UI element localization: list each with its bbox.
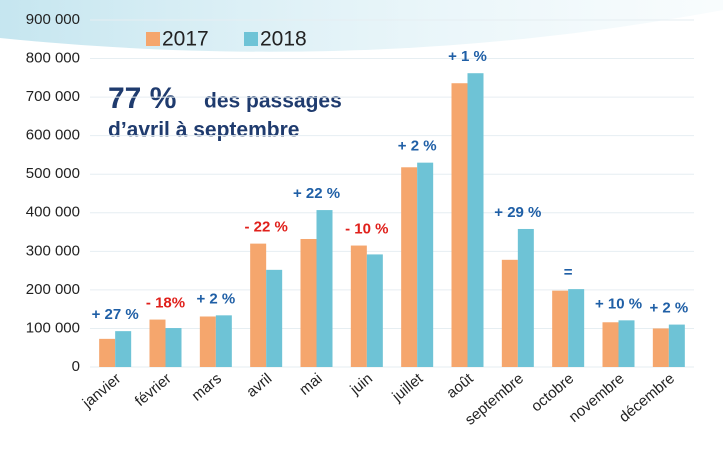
y-tick-label: 600 000 xyxy=(26,127,80,144)
y-tick-label: 200 000 xyxy=(26,281,80,298)
bar xyxy=(366,254,383,367)
annotation: + 2 % xyxy=(196,290,235,307)
bar xyxy=(199,316,216,367)
legend-swatch xyxy=(244,32,258,46)
annotation: - 10 % xyxy=(345,221,388,238)
annotation: + 10 % xyxy=(595,295,642,312)
bar xyxy=(266,269,283,367)
x-tick-label: avril xyxy=(243,370,275,401)
x-tick-label: février xyxy=(132,370,175,410)
bar xyxy=(316,210,333,367)
bar xyxy=(250,243,267,367)
callout-line1: des passages xyxy=(204,90,342,113)
callout-big: 77 % xyxy=(108,82,176,115)
annotation: = xyxy=(564,264,573,281)
bar xyxy=(215,315,232,367)
legend-swatch xyxy=(146,32,160,46)
bar xyxy=(602,322,619,367)
annotation: + 2 % xyxy=(398,138,437,155)
y-tick-label: 700 000 xyxy=(26,88,80,105)
bar xyxy=(467,73,484,367)
x-tick-label: mai xyxy=(296,370,325,399)
annotation: - 18% xyxy=(146,295,185,312)
bar xyxy=(552,290,569,367)
annotation: + 27 % xyxy=(92,306,139,323)
y-tick-label: 300 000 xyxy=(26,242,80,259)
bar xyxy=(165,328,182,367)
y-tick-label: 900 000 xyxy=(26,11,80,28)
x-tick-label: août xyxy=(443,370,477,402)
y-tick-label: 400 000 xyxy=(26,204,80,221)
bar xyxy=(401,167,418,367)
bar xyxy=(568,289,585,367)
decoration xyxy=(0,0,723,52)
y-tick-label: 500 000 xyxy=(26,165,80,182)
x-tick-label: décembre xyxy=(616,370,678,426)
annotation: - 22 % xyxy=(244,219,287,236)
bar xyxy=(517,228,534,367)
bar xyxy=(417,162,434,367)
bar xyxy=(350,245,367,367)
bar xyxy=(300,238,317,367)
annotation: + 29 % xyxy=(494,204,541,221)
x-tick-label: novembre xyxy=(566,370,628,426)
bar xyxy=(149,319,166,367)
bar xyxy=(652,328,669,367)
callout: 77 % des passages d’avril à septembre xyxy=(108,82,342,142)
x-tick-label: juin xyxy=(346,370,376,399)
bar xyxy=(618,320,635,367)
legend-label: 2017 xyxy=(162,28,209,51)
bar xyxy=(668,324,685,367)
y-tick-label: 100 000 xyxy=(26,319,80,336)
bar xyxy=(451,83,468,367)
annotation: + 1 % xyxy=(448,48,487,65)
x-tick-label: janvier xyxy=(79,370,125,412)
annotation: + 22 % xyxy=(293,185,340,202)
x-tick-label: juillet xyxy=(388,370,427,406)
bar xyxy=(99,338,116,367)
legend-label: 2018 xyxy=(260,28,307,51)
x-tick-label: mars xyxy=(188,370,224,404)
y-tick-label: 0 xyxy=(72,358,80,375)
callout-line2: d’avril à septembre xyxy=(108,119,299,142)
y-tick-label: 800 000 xyxy=(26,50,80,67)
bar xyxy=(501,259,518,367)
annotation: + 2 % xyxy=(649,300,688,317)
bar xyxy=(115,331,132,367)
